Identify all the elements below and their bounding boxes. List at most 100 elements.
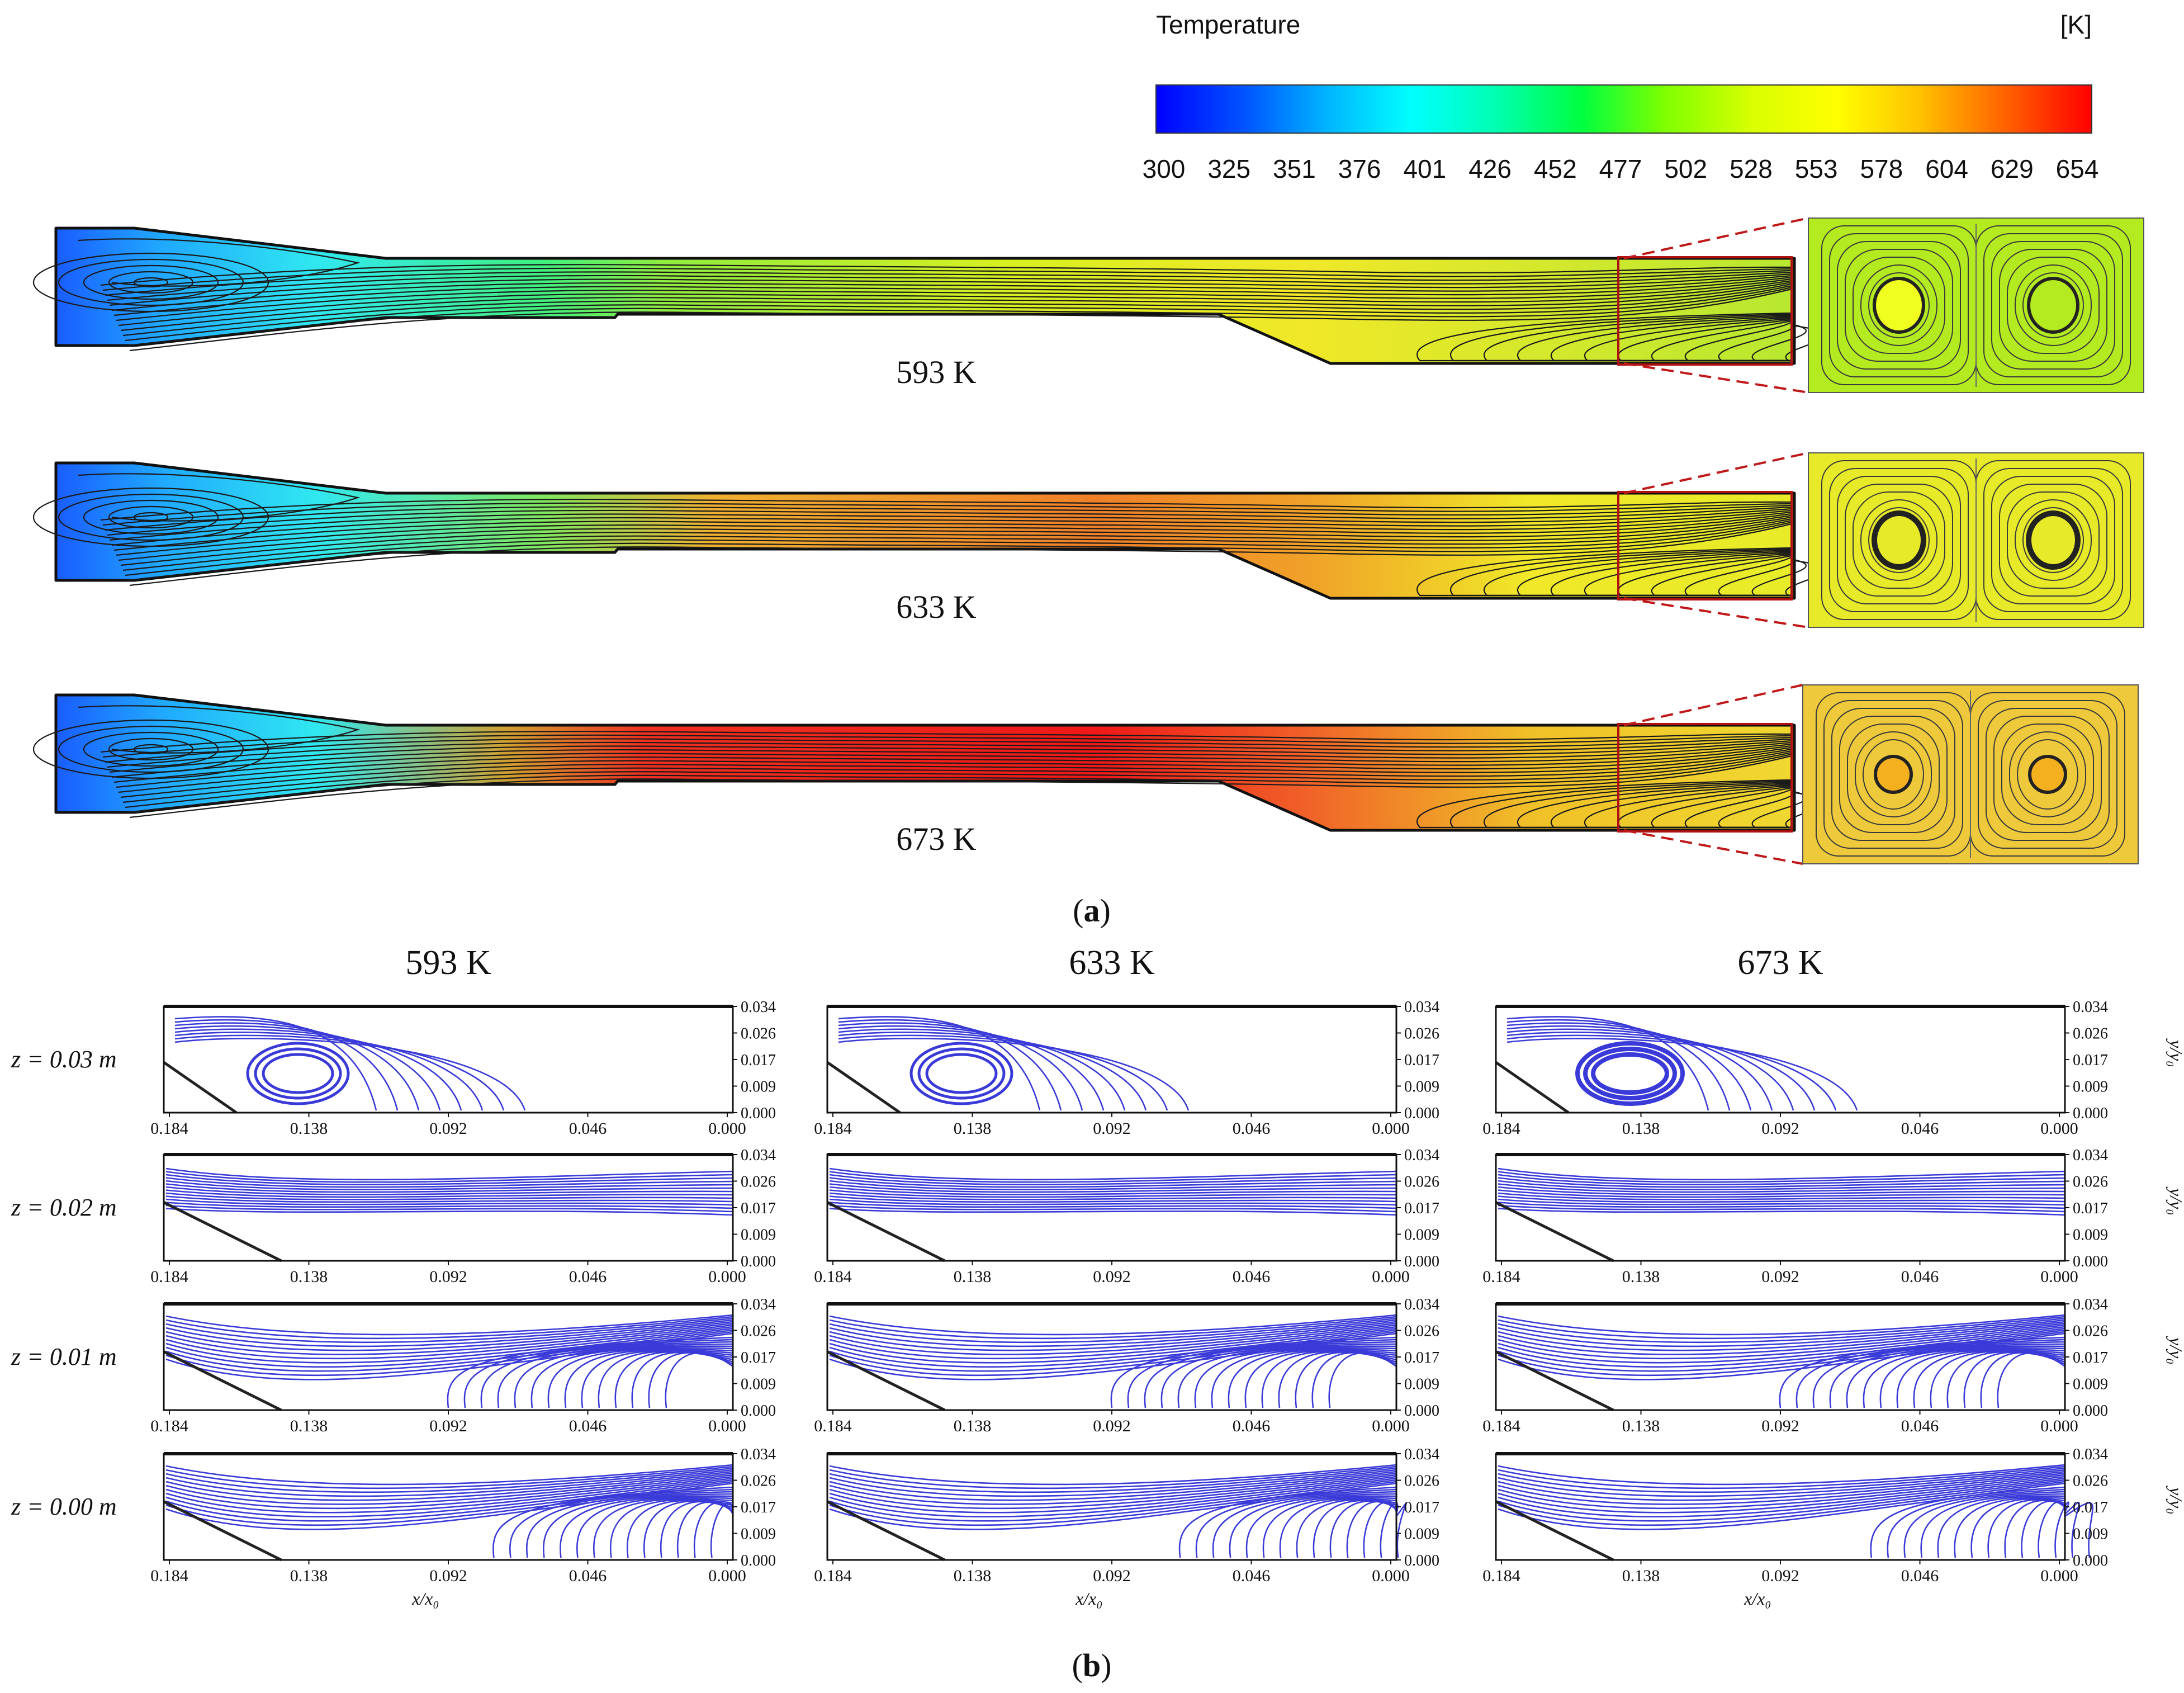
inlet-vortex xyxy=(83,499,219,535)
x-tick-label: 0.138 xyxy=(290,1268,328,1286)
y-tick-label: 0.026 xyxy=(2073,1323,2108,1340)
streamline xyxy=(829,1180,1397,1190)
duct-wall xyxy=(1495,1201,1614,1262)
vortex-contour xyxy=(1991,476,2115,604)
vortex-contour xyxy=(2009,731,2086,817)
streamline xyxy=(1498,1186,2065,1195)
y-tick-label: 0.034 xyxy=(741,1446,776,1463)
vortex-contour xyxy=(1847,723,1940,825)
y-tick-label: 0.026 xyxy=(741,1025,776,1043)
streamline xyxy=(129,288,1792,352)
vortex-contour xyxy=(1868,272,1930,338)
recirculation-line xyxy=(1416,779,1792,829)
streamline xyxy=(165,1167,733,1181)
x-tick-label: 0.092 xyxy=(1093,1567,1131,1585)
streamline xyxy=(1498,1180,2065,1190)
y-tick-label: 0.000 xyxy=(1404,1552,1439,1569)
streamline xyxy=(829,1476,1397,1514)
colorbar-tick-label: 654 xyxy=(2056,154,2099,183)
inlet-vortex xyxy=(108,505,194,529)
streamline xyxy=(829,1177,1397,1188)
inlet-vortex xyxy=(32,252,269,313)
x-tick-label: 0.184 xyxy=(150,1268,188,1286)
y-tick-label: 0.000 xyxy=(2073,1105,2108,1122)
y-tick-label: 0.034 xyxy=(741,1296,776,1313)
streamline xyxy=(165,1171,733,1183)
streamline xyxy=(829,1202,1397,1209)
recirculation-line xyxy=(1685,321,1792,362)
streamline xyxy=(78,473,361,522)
vortex-contour xyxy=(1983,468,2123,612)
y-tick-label: 0.017 xyxy=(2073,1349,2108,1366)
vortex-core xyxy=(2027,277,2079,334)
recirculation-line xyxy=(1416,312,1792,362)
inset-vortices xyxy=(1816,691,2125,858)
streamline xyxy=(165,1174,733,1185)
streamline xyxy=(1498,1479,2065,1522)
vortex-contour xyxy=(1837,476,1961,604)
streamline xyxy=(1110,1336,1397,1408)
streamline-subplot: 0.184 0.138 0.092 0.046 0.000 0.034 0.026 0.017… xyxy=(1482,1296,2184,1435)
duct-wall xyxy=(1495,1061,1570,1114)
streamlines xyxy=(32,705,1826,829)
colorbar-ticks: 300 325 351 376 401 426 452 477 502 528 553 578 604 6… xyxy=(1143,154,2099,183)
y-tick-label: 0.000 xyxy=(741,1552,776,1569)
streamline xyxy=(829,1326,1397,1364)
streamline xyxy=(1244,1350,1397,1408)
x-tick-label: 0.046 xyxy=(1901,1119,1939,1138)
colorbar-tick-label: 325 xyxy=(1207,154,1250,183)
colorbar-tick-label: 426 xyxy=(1468,154,1512,183)
streamline xyxy=(1506,1038,1858,1111)
streamline xyxy=(1903,1491,2065,1558)
x-tick-label: 0.184 xyxy=(814,1119,852,1138)
y-tick-label: 0.026 xyxy=(1404,1323,1439,1340)
x-tick-label: 0.046 xyxy=(569,1417,607,1435)
streamline xyxy=(581,1350,733,1408)
y-tick-label: 0.034 xyxy=(1404,1147,1439,1164)
vortex-contour xyxy=(1823,700,1963,849)
streamline xyxy=(2021,1500,2065,1558)
x-tick-label: 0.000 xyxy=(708,1119,746,1138)
y-tick-label: 0.017 xyxy=(1404,1499,1439,1516)
x-tick-label: 0.046 xyxy=(1233,1417,1271,1435)
streamline xyxy=(165,1202,733,1209)
streamline xyxy=(122,750,1792,803)
streamline xyxy=(1498,1470,2065,1501)
streamline xyxy=(129,755,1792,819)
y-tick-label: 0.034 xyxy=(1404,1296,1439,1313)
vortex-contour xyxy=(1839,716,1948,833)
streamline xyxy=(107,738,1792,768)
streamline xyxy=(1887,1488,2065,1558)
recirculation-line xyxy=(1449,548,1792,597)
recirculation-line xyxy=(1483,314,1792,362)
streamline xyxy=(100,731,1792,753)
streamline xyxy=(1498,1189,2065,1198)
x-tick-label: 0.046 xyxy=(1901,1567,1939,1585)
x-tick-label: 0.046 xyxy=(1233,1567,1271,1585)
x-tick-label: 0.092 xyxy=(429,1567,467,1585)
streamline xyxy=(1779,1336,2065,1408)
y-axis-label: y/y₀ xyxy=(2166,1038,2184,1067)
inset-leader xyxy=(1623,217,1809,259)
column-title: 633 K xyxy=(1069,944,1155,982)
streamline xyxy=(560,1495,733,1558)
streamline xyxy=(2064,1502,2093,1558)
inlet-vortex xyxy=(133,744,169,755)
streamline xyxy=(111,509,1792,546)
recirculation-line xyxy=(1651,320,1792,362)
y-tick-label: 0.034 xyxy=(1404,1446,1439,1463)
inlet-vortex xyxy=(108,271,194,294)
recirculation-vortex xyxy=(909,1042,1013,1105)
streamline xyxy=(1870,1486,2065,1558)
duct-case: 593 K xyxy=(32,217,2144,394)
colorbar-title: Temperature xyxy=(1156,10,1300,39)
section-marker xyxy=(1617,491,1793,600)
recirculation-vortex xyxy=(1583,1047,1677,1100)
streamline xyxy=(1262,1497,1397,1558)
y-tick-label: 0.026 xyxy=(2073,1025,2108,1043)
streamline xyxy=(100,499,1792,521)
recirculation-line xyxy=(1685,556,1792,597)
streamlines xyxy=(32,238,1826,362)
streamline xyxy=(102,267,1792,291)
streamline xyxy=(829,1183,1397,1193)
